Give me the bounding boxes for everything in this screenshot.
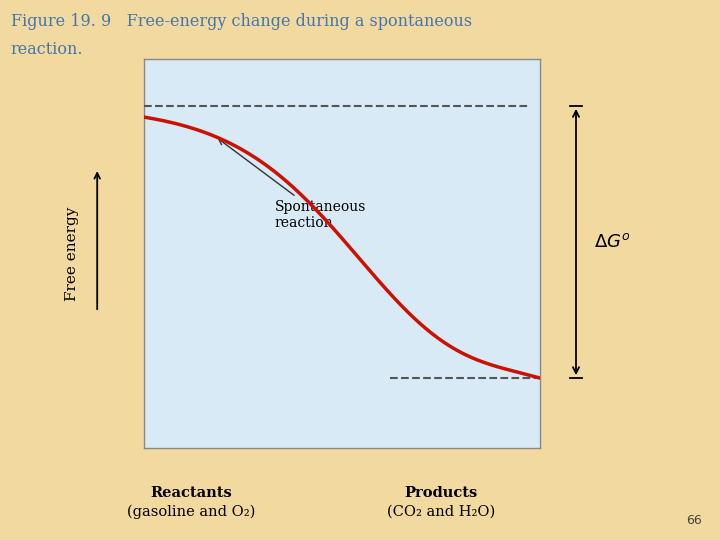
Text: Spontaneous
reaction: Spontaneous reaction [219,139,366,230]
Text: $\Delta G^o$: $\Delta G^o$ [594,233,631,251]
Text: Free energy: Free energy [65,207,79,301]
Text: Reactants: Reactants [150,486,233,500]
Text: 66: 66 [686,514,702,526]
Text: Products: Products [405,486,477,500]
Text: Figure 19. 9   Free-energy change during a spontaneous: Figure 19. 9 Free-energy change during a… [11,14,472,30]
Text: reaction.: reaction. [11,40,84,57]
Text: Equilibrium: Equilibrium [0,539,1,540]
Text: (CO₂ and H₂O): (CO₂ and H₂O) [387,505,495,519]
Text: (gasoline and O₂): (gasoline and O₂) [127,505,256,519]
